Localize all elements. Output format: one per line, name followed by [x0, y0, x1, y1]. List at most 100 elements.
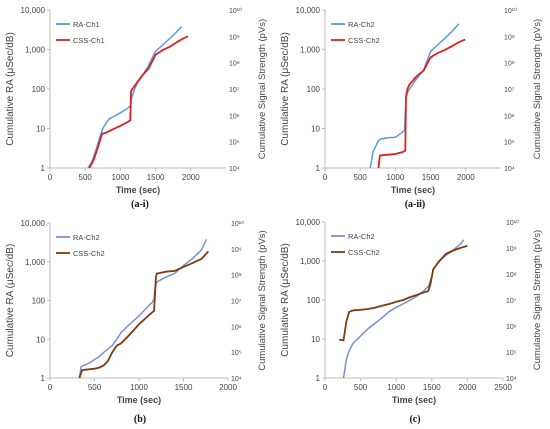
y-tick-label: 1	[316, 164, 321, 173]
y2-tick-label: 10⁴	[504, 166, 515, 173]
chart-svg-b: 1 10 100 1,000 10,000 10⁴ 10⁵ 10⁶ 10⁷ 10⁸ 10⁹ 10¹⁰ 0…	[5, 219, 268, 405]
y-tick-label: 100	[307, 85, 321, 94]
x-tick-label: 500	[88, 383, 102, 392]
y2-tick-label: 10⁴	[506, 376, 517, 383]
y-tick-label: 1,000	[300, 46, 321, 55]
y2-tick-label: 10⁷	[229, 87, 240, 94]
y-tick-label: 10	[36, 125, 45, 134]
x-tick-label: 2000	[457, 173, 475, 182]
x-tick-label: 1000	[387, 383, 405, 392]
y2-axis-title: Cumulative Signal Strength (pVs)	[257, 19, 268, 159]
y2-tick-label: 10⁶	[504, 113, 515, 120]
chart-svg-a-ii: 1 10 100 1,000 10,000 10⁴ 10⁵ 10⁶ 10⁷ 10⁸ 10⁹ 10¹⁰ 0…	[280, 6, 543, 195]
y2-tick-label: 10⁷	[504, 87, 515, 94]
y2-tick-label: 10⁵	[504, 140, 515, 147]
x-tick-label: 1000	[387, 173, 405, 182]
series-line-css-ch2	[78, 250, 210, 379]
caption-a-i: (a-i)	[131, 199, 149, 210]
chart-panel-b: 1 10 100 1,000 10,000 10⁴ 10⁵ 10⁶ 10⁷ 10⁸ 10⁹ 10¹⁰ 0…	[0, 214, 275, 428]
y2-tick-label: 10⁸	[229, 61, 240, 68]
legend-label: CSS-Ch2	[348, 248, 380, 257]
y2-tick-label: 10⁵	[506, 350, 517, 357]
x-tick-label: 500	[354, 383, 368, 392]
chart-svg-c: 1 10 100 1,000 10,000 10⁴ 10⁵ 10⁶ 10⁷ 10⁸ 10⁹ 10¹⁰ 0…	[280, 218, 543, 405]
y2-tick-label: 10⁴	[231, 376, 242, 383]
y2-tick-label: 10⁷	[506, 298, 517, 305]
x-tick-label: 2500	[494, 383, 512, 392]
y-tick-label: 1	[41, 374, 46, 383]
legend-label: CSS-Ch1	[73, 36, 105, 45]
series-line-css-ch2	[339, 245, 468, 342]
legend-label: RA-Ch2	[348, 20, 375, 29]
y2-tick-label: 10⁹	[231, 247, 242, 254]
y2-tick-label: 10⁸	[231, 273, 242, 280]
y-tick-label: 1,000	[25, 258, 46, 267]
y2-tick-label: 10⁹	[229, 34, 240, 41]
x-axis-title: Time (sec)	[392, 395, 436, 405]
caption-c: (c)	[409, 414, 421, 425]
y2-tick-label: 10¹⁰	[504, 7, 517, 15]
y2-tick-label: 10⁹	[506, 246, 517, 253]
y-tick-label: 10	[311, 125, 320, 134]
chart-panel-a-i: 1 10 100 1,000 10,000 10⁴ 10⁵ 10⁶ 10⁷ 10⁸ 10⁹ 10¹⁰ 0…	[0, 0, 275, 214]
legend-label: RA-Ch2	[73, 233, 100, 242]
y-tick-label: 10,000	[21, 219, 46, 228]
x-tick-label: 1500	[423, 383, 441, 392]
y2-tick-label: 10⁴	[229, 166, 240, 173]
y2-tick-label: 10⁶	[231, 324, 242, 331]
y-tick-label: 100	[307, 296, 321, 305]
legend-label: CSS-Ch2	[73, 249, 105, 258]
y2-tick-label: 10⁶	[229, 113, 240, 120]
x-axis-title: Time (sec)	[117, 395, 161, 405]
y-tick-label: 10,000	[21, 6, 46, 15]
y2-tick-label: 10¹⁰	[231, 220, 244, 228]
y2-tick-label: 10⁵	[229, 140, 240, 147]
legend-label: RA-Ch2	[348, 232, 375, 241]
chart-svg-a-i: 1 10 100 1,000 10,000 10⁴ 10⁵ 10⁶ 10⁷ 10⁸ 10⁹ 10¹⁰ 0…	[5, 6, 268, 195]
series-line-css-ch1	[88, 35, 189, 169]
x-tick-label: 500	[79, 173, 93, 182]
y-tick-label: 100	[32, 85, 46, 94]
y-axis-title: Cumulative RA (μSec/dB)	[280, 243, 291, 357]
y-axis-title: Cumulative RA (μSec/dB)	[5, 32, 16, 146]
y-tick-label: 1,000	[300, 257, 321, 266]
y-tick-label: 10	[36, 335, 45, 344]
y2-tick-label: 10⁸	[504, 61, 515, 68]
y2-axis-title: Cumulative Signal Strength (pVs)	[532, 19, 543, 159]
x-tick-label: 1500	[175, 383, 193, 392]
y-tick-label: 10,000	[296, 218, 321, 227]
x-tick-label: 500	[354, 173, 368, 182]
y-tick-label: 1	[316, 374, 321, 383]
series-line-css-ch2	[377, 38, 466, 169]
caption-b: (b)	[133, 414, 147, 425]
y2-tick-label: 10¹⁰	[229, 7, 242, 15]
x-tick-label: 1500	[422, 173, 440, 182]
x-tick-label: 2000	[219, 383, 237, 392]
y2-axis-title: Cumulative Signal Strength (pVs)	[532, 230, 543, 370]
x-tick-label: 2000	[182, 173, 200, 182]
y-tick-label: 1,000	[25, 46, 46, 55]
x-axis-title: Time (sec)	[391, 185, 435, 195]
x-tick-label: 2000	[459, 383, 477, 392]
x-tick-label: 1000	[112, 173, 130, 182]
y-axis-title: Cumulative RA (μSec/dB)	[280, 32, 291, 146]
y2-tick-label: 10⁹	[504, 34, 515, 41]
legend-label: CSS-Ch2	[348, 36, 380, 45]
x-tick-label: 1000	[130, 383, 148, 392]
y-tick-label: 10,000	[296, 6, 321, 15]
x-tick-label: 0	[323, 383, 328, 392]
x-tick-label: 0	[323, 173, 328, 182]
y2-tick-label: 10¹⁰	[506, 219, 519, 227]
y2-axis-title: Cumulative Signal Strength (pVs)	[257, 230, 268, 370]
x-axis-title: Time (sec)	[116, 185, 160, 195]
caption-a-ii: (a-ii)	[404, 199, 426, 210]
series-line-ra-ch2	[78, 238, 208, 379]
y-tick-label: 100	[32, 297, 46, 306]
y2-tick-label: 10⁷	[231, 299, 242, 306]
chart-panel-a-ii: 1 10 100 1,000 10,000 10⁴ 10⁵ 10⁶ 10⁷ 10⁸ 10⁹ 10¹⁰ 0…	[275, 0, 550, 214]
y-axis-title: Cumulative RA (μSec/dB)	[5, 244, 16, 358]
x-tick-label: 0	[48, 173, 53, 182]
series-line-ra-ch2	[369, 23, 460, 169]
chart-panel-c: 1 10 100 1,000 10,000 10⁴ 10⁵ 10⁶ 10⁷ 10⁸ 10⁹ 10¹⁰ 0…	[275, 214, 550, 428]
